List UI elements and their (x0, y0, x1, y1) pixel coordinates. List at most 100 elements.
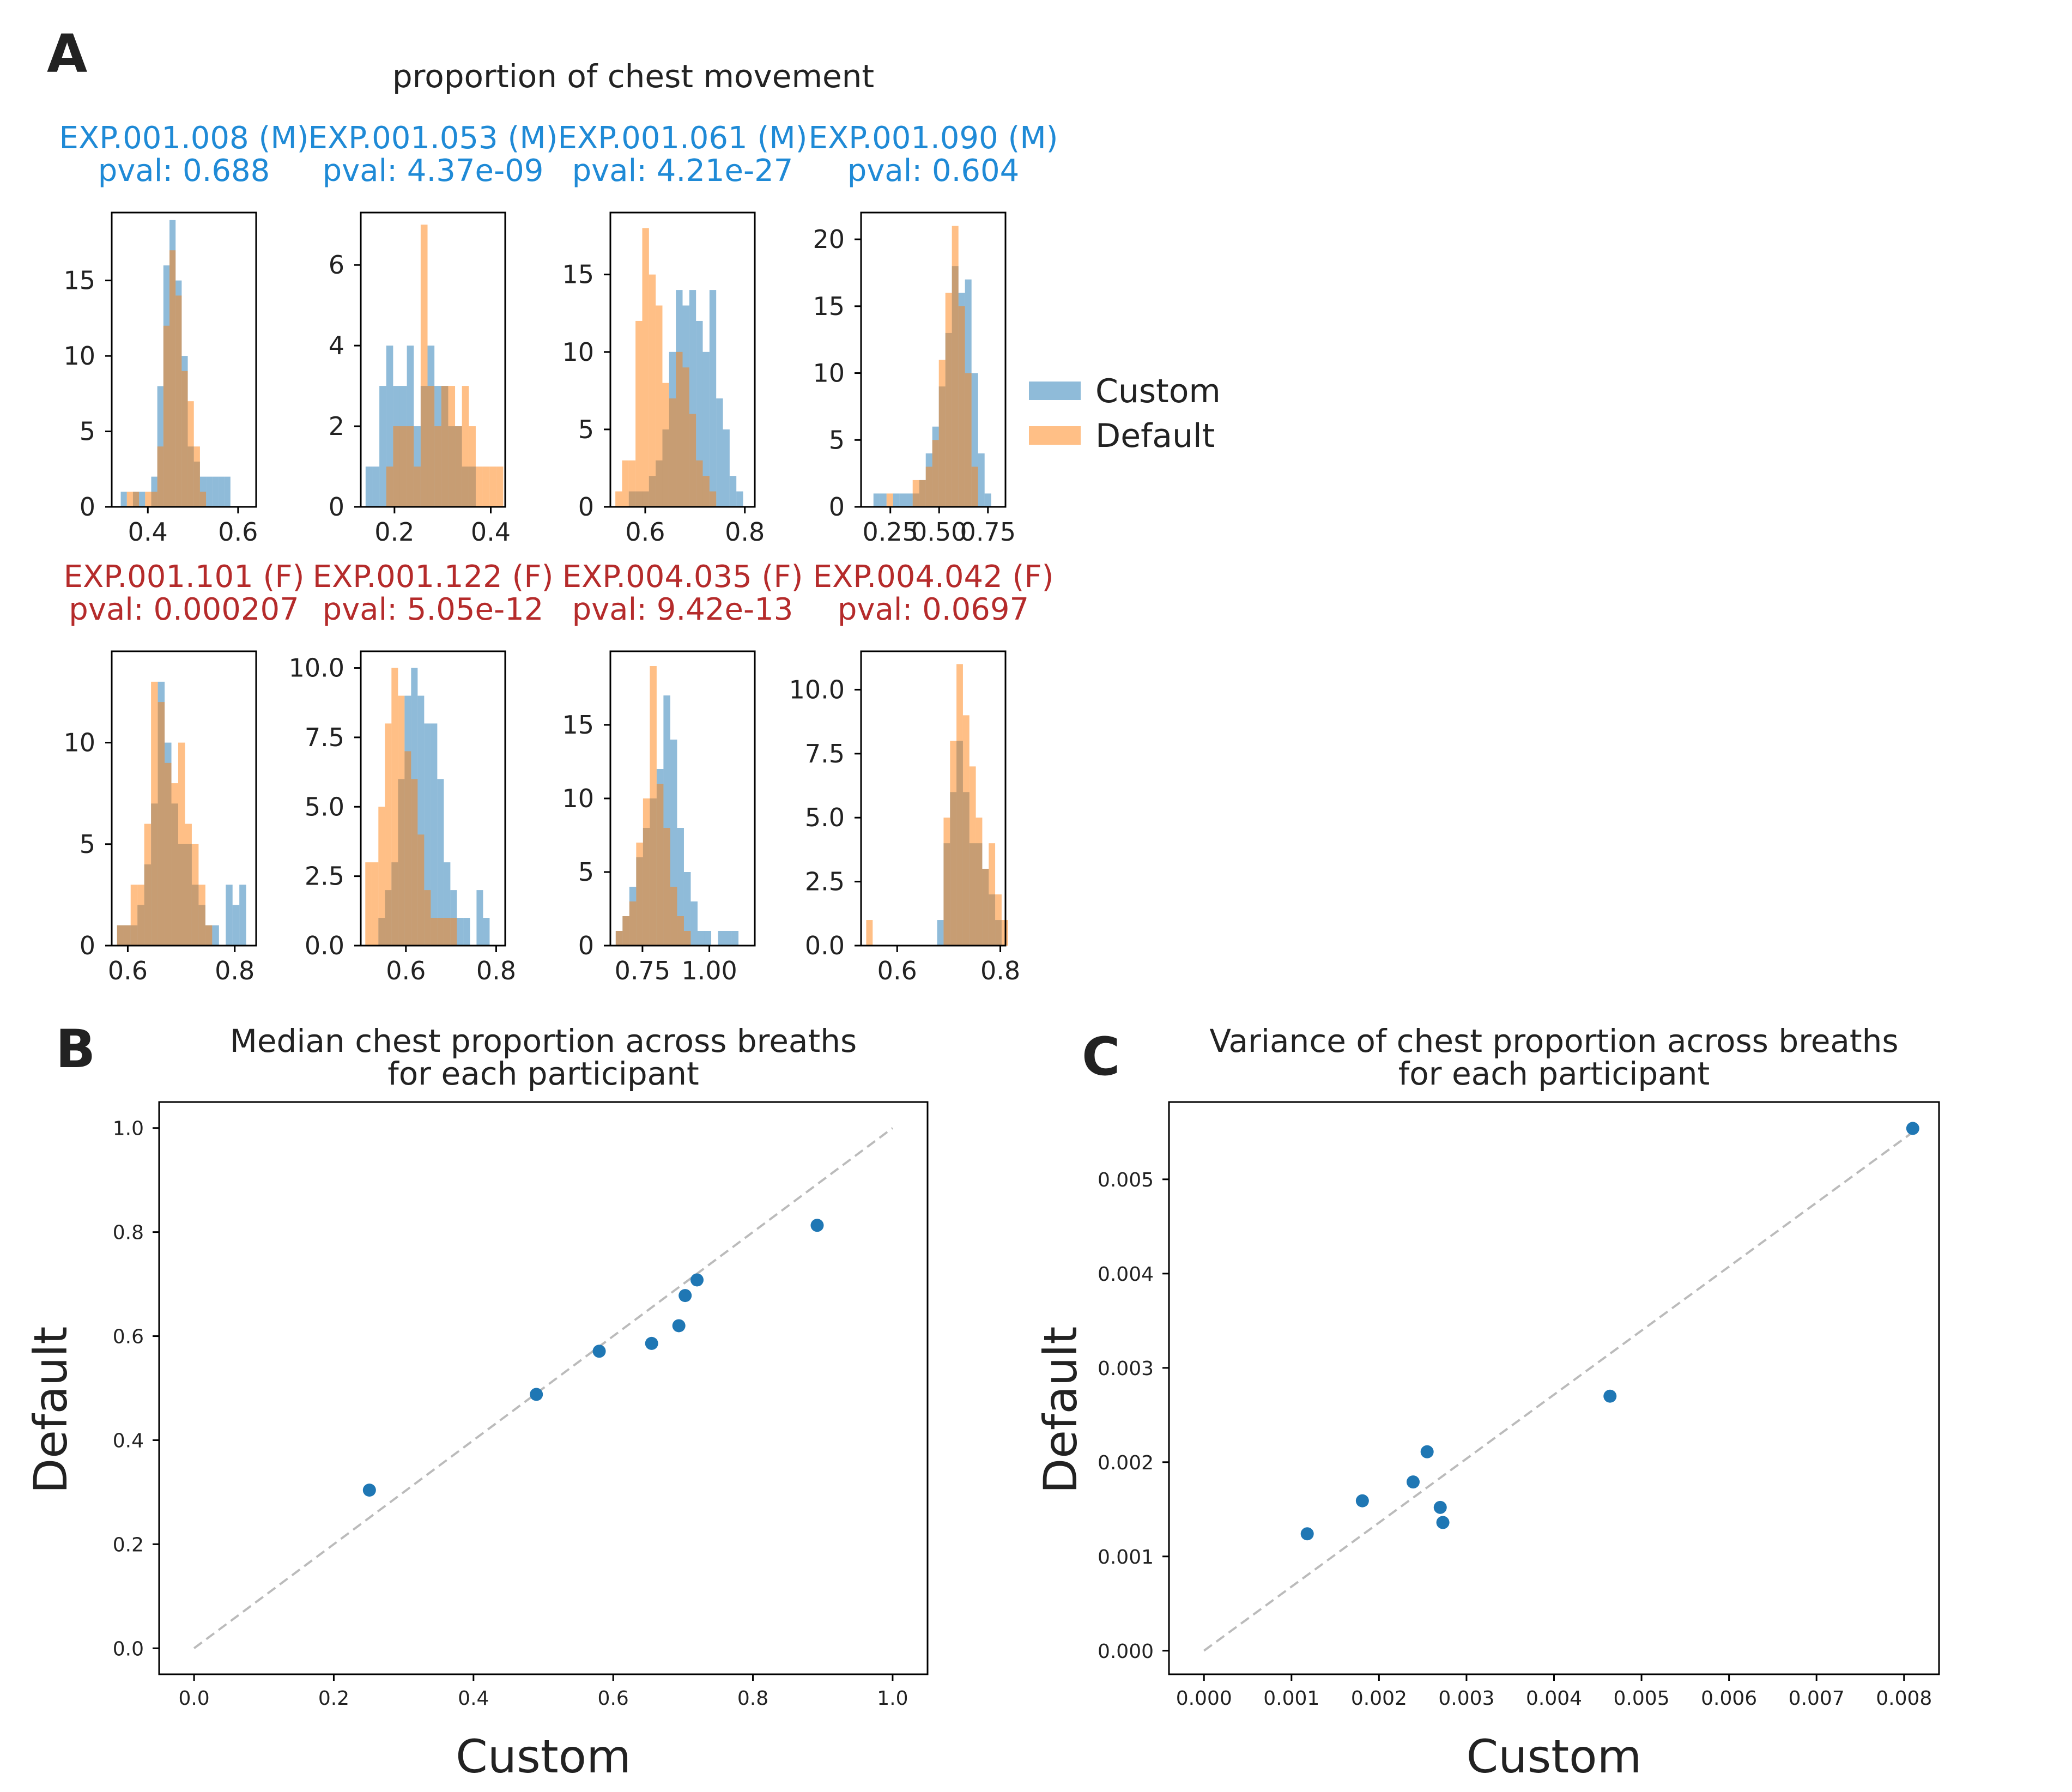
default-histogram-bar (398, 695, 405, 946)
subplot-title: EXP.001.101 (F) (64, 559, 305, 595)
custom-histogram-bar (232, 905, 240, 946)
subplot-pval: pval: 0.604 (847, 153, 1020, 189)
y-tick-label: 15 (813, 292, 845, 321)
default-histogram-bar (622, 916, 629, 946)
default-histogram-bar (191, 844, 199, 946)
x-tick-label: 0.2 (318, 1687, 349, 1710)
subplot-frame (360, 650, 506, 947)
x-tick-label: 0.6 (625, 517, 665, 547)
scatter-point (810, 1219, 824, 1232)
default-histogram-bar (945, 293, 952, 507)
y-tick-label: 0 (80, 931, 95, 960)
default-histogram-bar (386, 467, 393, 507)
legend-swatch (1029, 426, 1081, 445)
histogram-subplot: 0.250.500.75 0 5 10 15 20 EXP.001.090 (M)pval:… (809, 120, 1058, 547)
default-histogram-bar (137, 885, 144, 946)
custom-histogram-bar (723, 429, 730, 507)
y-tick-label: 10 (562, 337, 594, 367)
legend-label: Default (1095, 417, 1215, 455)
y-tick-label: 10.0 (289, 653, 344, 683)
default-histogram-bar (399, 426, 407, 507)
subplot-frame (860, 650, 1007, 947)
default-histogram-bar (157, 446, 163, 507)
scatter-point (1406, 1475, 1420, 1489)
default-histogram-bar (683, 931, 691, 946)
default-histogram-bar (636, 843, 643, 946)
panel-label-c: C (1082, 1026, 1120, 1087)
default-histogram-bar (157, 702, 165, 946)
subplot-pval: pval: 4.37e-09 (323, 153, 544, 189)
default-histogram-bar (448, 386, 456, 507)
default-histogram-bar (969, 766, 976, 946)
scatter-point (1603, 1389, 1617, 1403)
default-histogram-bar (171, 783, 178, 946)
y-tick-label: 6 (329, 250, 344, 280)
scatter-point (1906, 1122, 1919, 1135)
default-histogram-bar (629, 901, 637, 946)
default-histogram-bar (696, 460, 703, 507)
custom-histogram-bar (463, 918, 470, 946)
x-tick-label: 0.8 (980, 956, 1020, 985)
default-histogram-bar (151, 681, 158, 946)
x-tick-label: 0.6 (386, 956, 426, 985)
custom-histogram-bar (697, 931, 705, 946)
default-histogram-bar (420, 225, 428, 507)
default-histogram-bar (444, 918, 451, 946)
identity-diagonal-line (193, 1127, 894, 1649)
histogram-suptitle: proportion of chest movement (392, 58, 874, 95)
default-histogram-bar (424, 890, 431, 946)
histogram-subplot: 0.6 0.8 0.0 2.5 5.0 7.5 10.0 EXP.004.042 (F)pva… (789, 559, 1054, 985)
histogram-subplot: 0.4 0.6 0 5 10 15 EXP.001.008 (M)pval: 0.688 (59, 120, 309, 547)
subplot-title: EXP.004.035 (F) (562, 559, 803, 595)
subplot-pval: pval: 0.000207 (69, 592, 299, 627)
default-histogram-bar (124, 925, 131, 946)
y-tick-label: 2.5 (305, 862, 344, 891)
default-histogram-bar (670, 887, 677, 946)
custom-histogram-bar (971, 373, 978, 507)
custom-histogram-bar (212, 476, 219, 507)
default-histogram-bar (437, 918, 444, 946)
y-tick-label: 1.0 (113, 1118, 144, 1140)
custom-histogram-bar (716, 398, 723, 507)
custom-histogram-bar (224, 476, 231, 507)
x-axis-label: Custom (456, 1730, 631, 1783)
default-histogram-bar (952, 226, 959, 507)
custom-histogram-bar (690, 901, 698, 946)
default-histogram-bar (912, 480, 919, 507)
y-tick-label: 10 (63, 728, 95, 758)
default-histogram-bar (496, 467, 504, 507)
default-histogram-bar (187, 401, 194, 507)
histogram-subplot: 0.6 0.8 0 5 10 EXP.001.101 (F)pval: 0.000207 (63, 559, 304, 985)
default-histogram-bar (165, 762, 172, 946)
panel-label-b: B (56, 1019, 95, 1080)
default-histogram-bar (677, 916, 684, 946)
custom-histogram-bar (212, 925, 219, 946)
y-tick-label: 10 (562, 784, 594, 813)
subplot-title: EXP.001.122 (F) (313, 559, 554, 595)
default-histogram-bar (656, 784, 664, 946)
default-histogram-bar (962, 715, 970, 946)
default-histogram-bar (151, 492, 157, 507)
default-histogram-bar (976, 818, 983, 946)
default-histogram-bar (649, 274, 656, 507)
x-tick-label: 0.006 (1701, 1687, 1757, 1710)
scatter-point (530, 1388, 543, 1401)
default-histogram-bar (145, 492, 152, 507)
default-histogram-bar (958, 306, 965, 507)
y-tick-label: 5 (578, 415, 594, 444)
y-tick-label: 7.5 (305, 723, 344, 752)
custom-histogram-bar (457, 918, 464, 946)
custom-histogram-bar (978, 453, 985, 507)
default-histogram-bar (414, 467, 421, 507)
default-histogram-bar (427, 386, 435, 507)
y-tick-label: 0 (829, 492, 845, 522)
x-tick-label: 0.003 (1438, 1687, 1494, 1710)
y-tick-label: 0.000 (1098, 1640, 1154, 1663)
custom-histogram-bar (725, 931, 732, 946)
default-histogram-bar (178, 742, 185, 946)
y-tick-label: 0.005 (1098, 1169, 1154, 1191)
y-tick-label: 0.004 (1098, 1263, 1154, 1286)
custom-histogram-bar (704, 931, 712, 946)
x-tick-label: 0.6 (877, 956, 917, 985)
